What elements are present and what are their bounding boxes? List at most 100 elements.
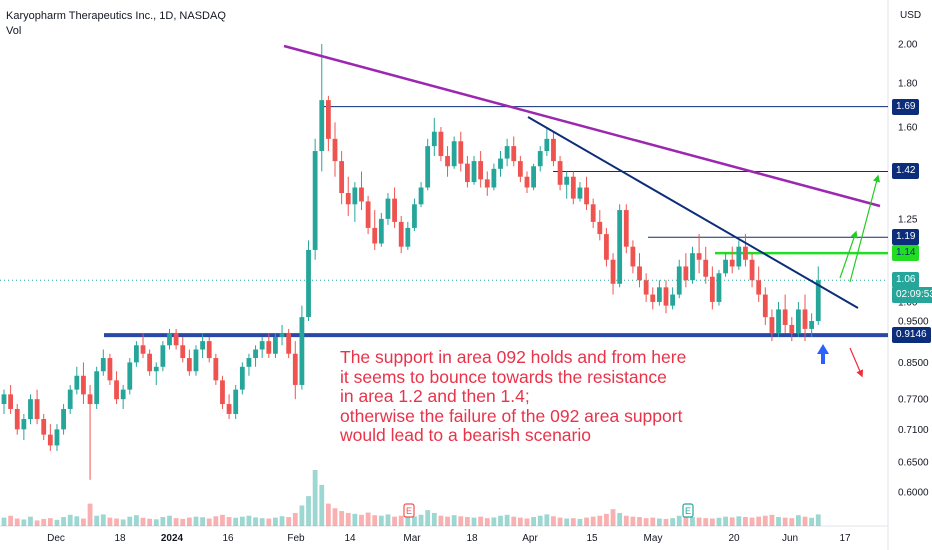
- volume-bar: [140, 517, 146, 526]
- volume-bar: [425, 510, 431, 526]
- volume-bar: [114, 518, 119, 526]
- candle-body: [504, 146, 510, 159]
- volume-bar: [226, 517, 232, 526]
- y-tick-label: 0.8500: [898, 358, 929, 369]
- bearish-arrow: [849, 347, 864, 378]
- volume-bar: [604, 513, 609, 526]
- volume-indicator-label: Vol: [6, 25, 22, 37]
- candle-body: [180, 345, 186, 359]
- candle-body: [41, 419, 47, 435]
- candle-body: [292, 353, 298, 385]
- candle-body: [226, 404, 232, 414]
- candle-body: [524, 176, 530, 188]
- volume-bar: [28, 516, 33, 526]
- candle-body: [94, 371, 100, 405]
- volume-bar: [173, 518, 179, 526]
- volume-bar: [372, 515, 378, 526]
- x-tick-label: Jun: [782, 533, 798, 544]
- candle-body: [385, 198, 391, 219]
- volume-bar: [345, 512, 351, 526]
- candle-body: [352, 187, 358, 205]
- volume-bar: [14, 518, 20, 526]
- candle-body: [167, 332, 172, 346]
- y-tick-label: 0.6000: [898, 488, 929, 499]
- volume-bar: [776, 517, 781, 526]
- earnings-letter: E: [406, 506, 412, 516]
- candle-body: [690, 253, 695, 281]
- volume-bar: [385, 514, 391, 526]
- currency-label[interactable]: USD: [900, 10, 922, 21]
- candle-body: [656, 287, 662, 302]
- candle-body: [34, 399, 40, 420]
- candle-body: [789, 324, 795, 333]
- arrows: [817, 174, 881, 378]
- candle-body: [233, 389, 239, 414]
- volume-bar: [577, 518, 583, 526]
- candle-body: [114, 380, 119, 400]
- volume-bar: [789, 518, 795, 526]
- volume-bar: [94, 515, 100, 526]
- volume-bar: [359, 514, 364, 526]
- candle-body: [193, 349, 199, 372]
- volume-bar: [465, 517, 470, 526]
- volume-bar: [61, 517, 66, 526]
- candle-body: [703, 259, 709, 277]
- candle-body: [134, 345, 139, 363]
- candle-body: [471, 161, 477, 183]
- candle-body: [147, 353, 153, 372]
- x-tick-label: 15: [586, 533, 598, 544]
- volume-bar: [365, 512, 371, 526]
- volume-bar: [160, 517, 166, 526]
- candle-body: [273, 337, 278, 354]
- annotation-text: The support in area 092 holds and from h…: [340, 347, 686, 446]
- candle-body: [610, 259, 616, 284]
- candlesticks: [1, 44, 821, 480]
- candle-body: [762, 294, 768, 318]
- candle-body: [120, 389, 126, 400]
- resistance-trendline-blue: [527, 116, 859, 309]
- volume-bar: [378, 515, 384, 526]
- volume-bar: [200, 517, 205, 526]
- volume-bar: [623, 515, 629, 526]
- volume-bar: [617, 512, 623, 526]
- candle-body: [484, 179, 490, 188]
- volume-bar: [451, 515, 457, 526]
- candle-body: [279, 332, 285, 338]
- volume-bar: [67, 514, 73, 526]
- annotation-line: otherwise the failure of the 092 area su…: [340, 405, 683, 426]
- price-tag: 1.42: [892, 163, 920, 180]
- volume-bar: [431, 512, 437, 526]
- volume-bar: [531, 517, 536, 526]
- candle-body: [1, 394, 7, 405]
- candle-body: [253, 349, 258, 359]
- candle-body: [663, 287, 669, 306]
- volume-bar: [186, 517, 192, 526]
- candle-body: [809, 321, 815, 329]
- candle-body: [186, 358, 192, 372]
- volume-bar: [273, 517, 278, 526]
- candle-body: [67, 389, 73, 409]
- volume-bar: [312, 470, 318, 526]
- candle-body: [802, 309, 808, 329]
- price-tag: 1.14: [892, 245, 920, 262]
- volume-bar: [478, 516, 484, 526]
- candle-body: [306, 249, 311, 318]
- annotation-line: it seems to bounce towards the resistanc…: [340, 366, 667, 387]
- x-tick-label: Feb: [287, 533, 305, 544]
- volume-bar: [802, 516, 808, 526]
- price-tag: 02:09:53: [892, 286, 932, 303]
- y-tick-label: 0.7700: [898, 395, 929, 406]
- candle-body: [782, 309, 788, 325]
- candle-body: [617, 210, 623, 284]
- candle-body: [743, 246, 748, 260]
- x-tick-label: May: [644, 533, 663, 544]
- volume-bar: [74, 516, 80, 526]
- candle-body: [28, 399, 33, 420]
- bounce-arrow: [817, 344, 829, 364]
- x-tick-label: 18: [114, 533, 126, 544]
- volume-bar: [498, 515, 503, 526]
- candle-body: [584, 187, 589, 205]
- candle-body: [173, 332, 179, 346]
- candle-body: [418, 187, 424, 205]
